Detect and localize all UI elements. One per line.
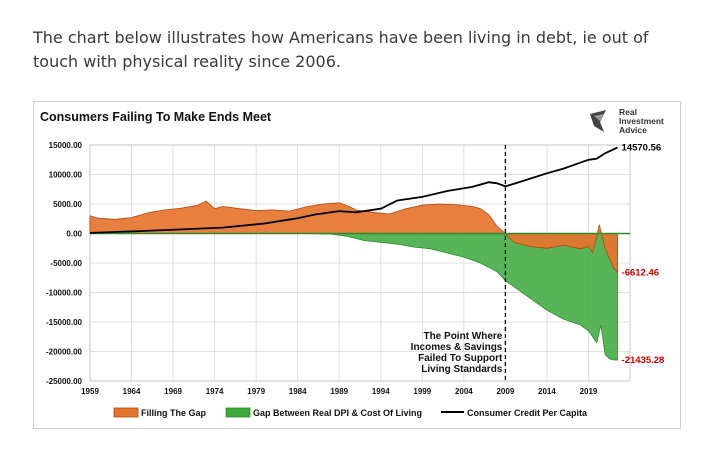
end-label-credit: 14570.56	[622, 143, 662, 154]
x-tick-label: 2019	[580, 387, 598, 396]
lines	[89, 146, 618, 234]
annotation-line-text: Incomes & Savings	[411, 342, 503, 353]
annotation-line-text: The Point Where	[423, 331, 502, 342]
x-axis-ticks: 1959 1964 1969 1974 1979 1984 1989 1994 1999 2004…	[81, 387, 598, 396]
x-tick-label: 1964	[123, 387, 141, 396]
chart-svg: Consumers Failing To Make Ends Meet Real…	[40, 107, 665, 418]
y-axis-ticks: 15000.00 10000.00 5000.00 0.00 -5000.00 -1000…	[46, 141, 83, 386]
legend-label-gap-dpi: Gap Between Real DPI & Cost Of Living	[253, 408, 422, 418]
x-tick-label: 1959	[81, 387, 99, 396]
y-tick-label: -20000.00	[46, 348, 83, 357]
y-tick-label: 10000.00	[49, 171, 83, 180]
annotation-line-text: Failed To Support	[418, 353, 503, 364]
y-tick-label: -5000.00	[50, 259, 82, 268]
y-tick-label: 15000.00	[49, 141, 83, 150]
logo-line2: Investment	[619, 116, 664, 126]
eagle-logo-icon	[590, 110, 606, 132]
legend-swatch-filling-gap	[113, 407, 139, 418]
y-tick-label: -25000.00	[46, 377, 83, 386]
end-labels: 14570.56 -6612.46 -21435.28	[622, 143, 665, 366]
logo: Real Investment Advice	[590, 107, 664, 135]
x-tick-label: 2004	[455, 387, 473, 396]
logo-line3: Advice	[619, 125, 647, 135]
plot-frame	[89, 144, 631, 382]
x-tick-label: 1999	[413, 387, 431, 396]
x-tick-label: 1994	[372, 387, 390, 396]
x-tick-label: 2009	[496, 387, 514, 396]
x-tick-label: 1984	[289, 387, 307, 396]
x-tick-label: 1969	[164, 387, 182, 396]
legend-label-credit: Consumer Credit Per Capita	[467, 408, 588, 418]
x-tick-label: 1979	[247, 387, 265, 396]
y-tick-label: -10000.00	[46, 289, 83, 298]
y-tick-label: 0.00	[66, 230, 82, 239]
y-tick-label: 5000.00	[53, 200, 82, 209]
intro-paragraph: The chart below illustrates how American…	[33, 28, 649, 71]
chart-title: Consumers Failing To Make Ends Meet	[40, 110, 272, 124]
x-tick-label: 1989	[330, 387, 348, 396]
end-label-filling-gap: -6612.46	[622, 268, 660, 279]
legend: Filling The Gap Gap Between Real DPI & Co…	[113, 407, 588, 418]
y-tick-label: -15000.00	[46, 318, 83, 327]
series-consumer-credit-line	[89, 146, 618, 234]
legend-swatch-gap-dpi	[225, 407, 251, 418]
legend-label-filling-gap: Filling The Gap	[141, 408, 207, 418]
annotation-line-text: Living Standards	[421, 364, 503, 375]
x-tick-label: 1974	[206, 387, 224, 396]
x-tick-label: 2014	[538, 387, 556, 396]
series-gap-dpi-area	[90, 233, 618, 361]
chart-panel: Consumers Failing To Make Ends Meet Real…	[33, 101, 681, 429]
series-filling-gap-area	[89, 200, 618, 274]
areas	[89, 200, 618, 361]
end-label-gap-dpi: -21435.28	[622, 355, 665, 366]
logo-line1: Real	[619, 107, 637, 117]
